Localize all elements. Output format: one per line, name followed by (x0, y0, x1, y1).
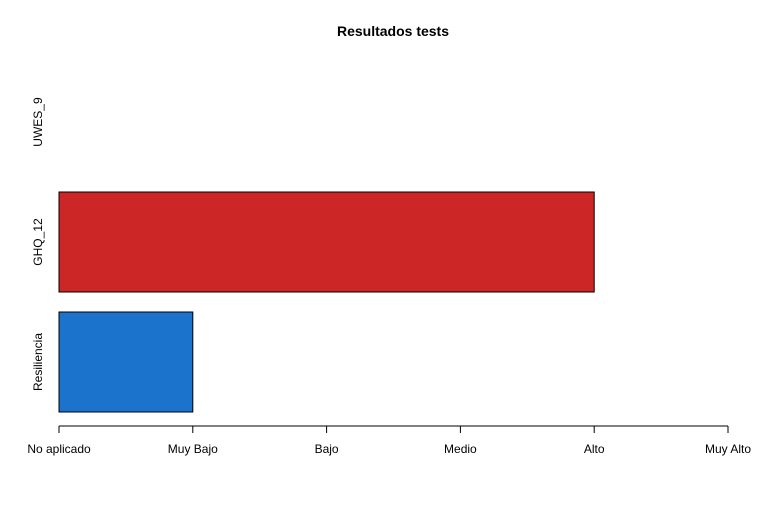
x-tick-label-bajo: Bajo (315, 442, 339, 456)
bars-group (58, 191, 595, 413)
chart-title: Resultados tests (337, 23, 449, 39)
bar-ghq-12 (58, 191, 595, 293)
category-label-resiliencia: Resiliencia (31, 333, 45, 391)
x-tick-label-no-aplicado: No aplicado (27, 442, 91, 456)
x-axis: No aplicado Muy Bajo Bajo Medio Alto Muy Alto (27, 425, 751, 456)
x-tick-label-medio: Medio (444, 442, 477, 456)
category-labels: UWES_9 GHQ_12 Resiliencia (31, 97, 45, 391)
bar-resiliencia (58, 311, 194, 413)
x-tick-label-muy-bajo: Muy Bajo (168, 442, 218, 456)
category-label-ghq-12: GHQ_12 (31, 218, 45, 266)
x-tick-label-alto: Alto (584, 442, 605, 456)
category-label-uwes-9: UWES_9 (31, 97, 45, 147)
x-tick-label-muy-alto: Muy Alto (705, 442, 751, 456)
